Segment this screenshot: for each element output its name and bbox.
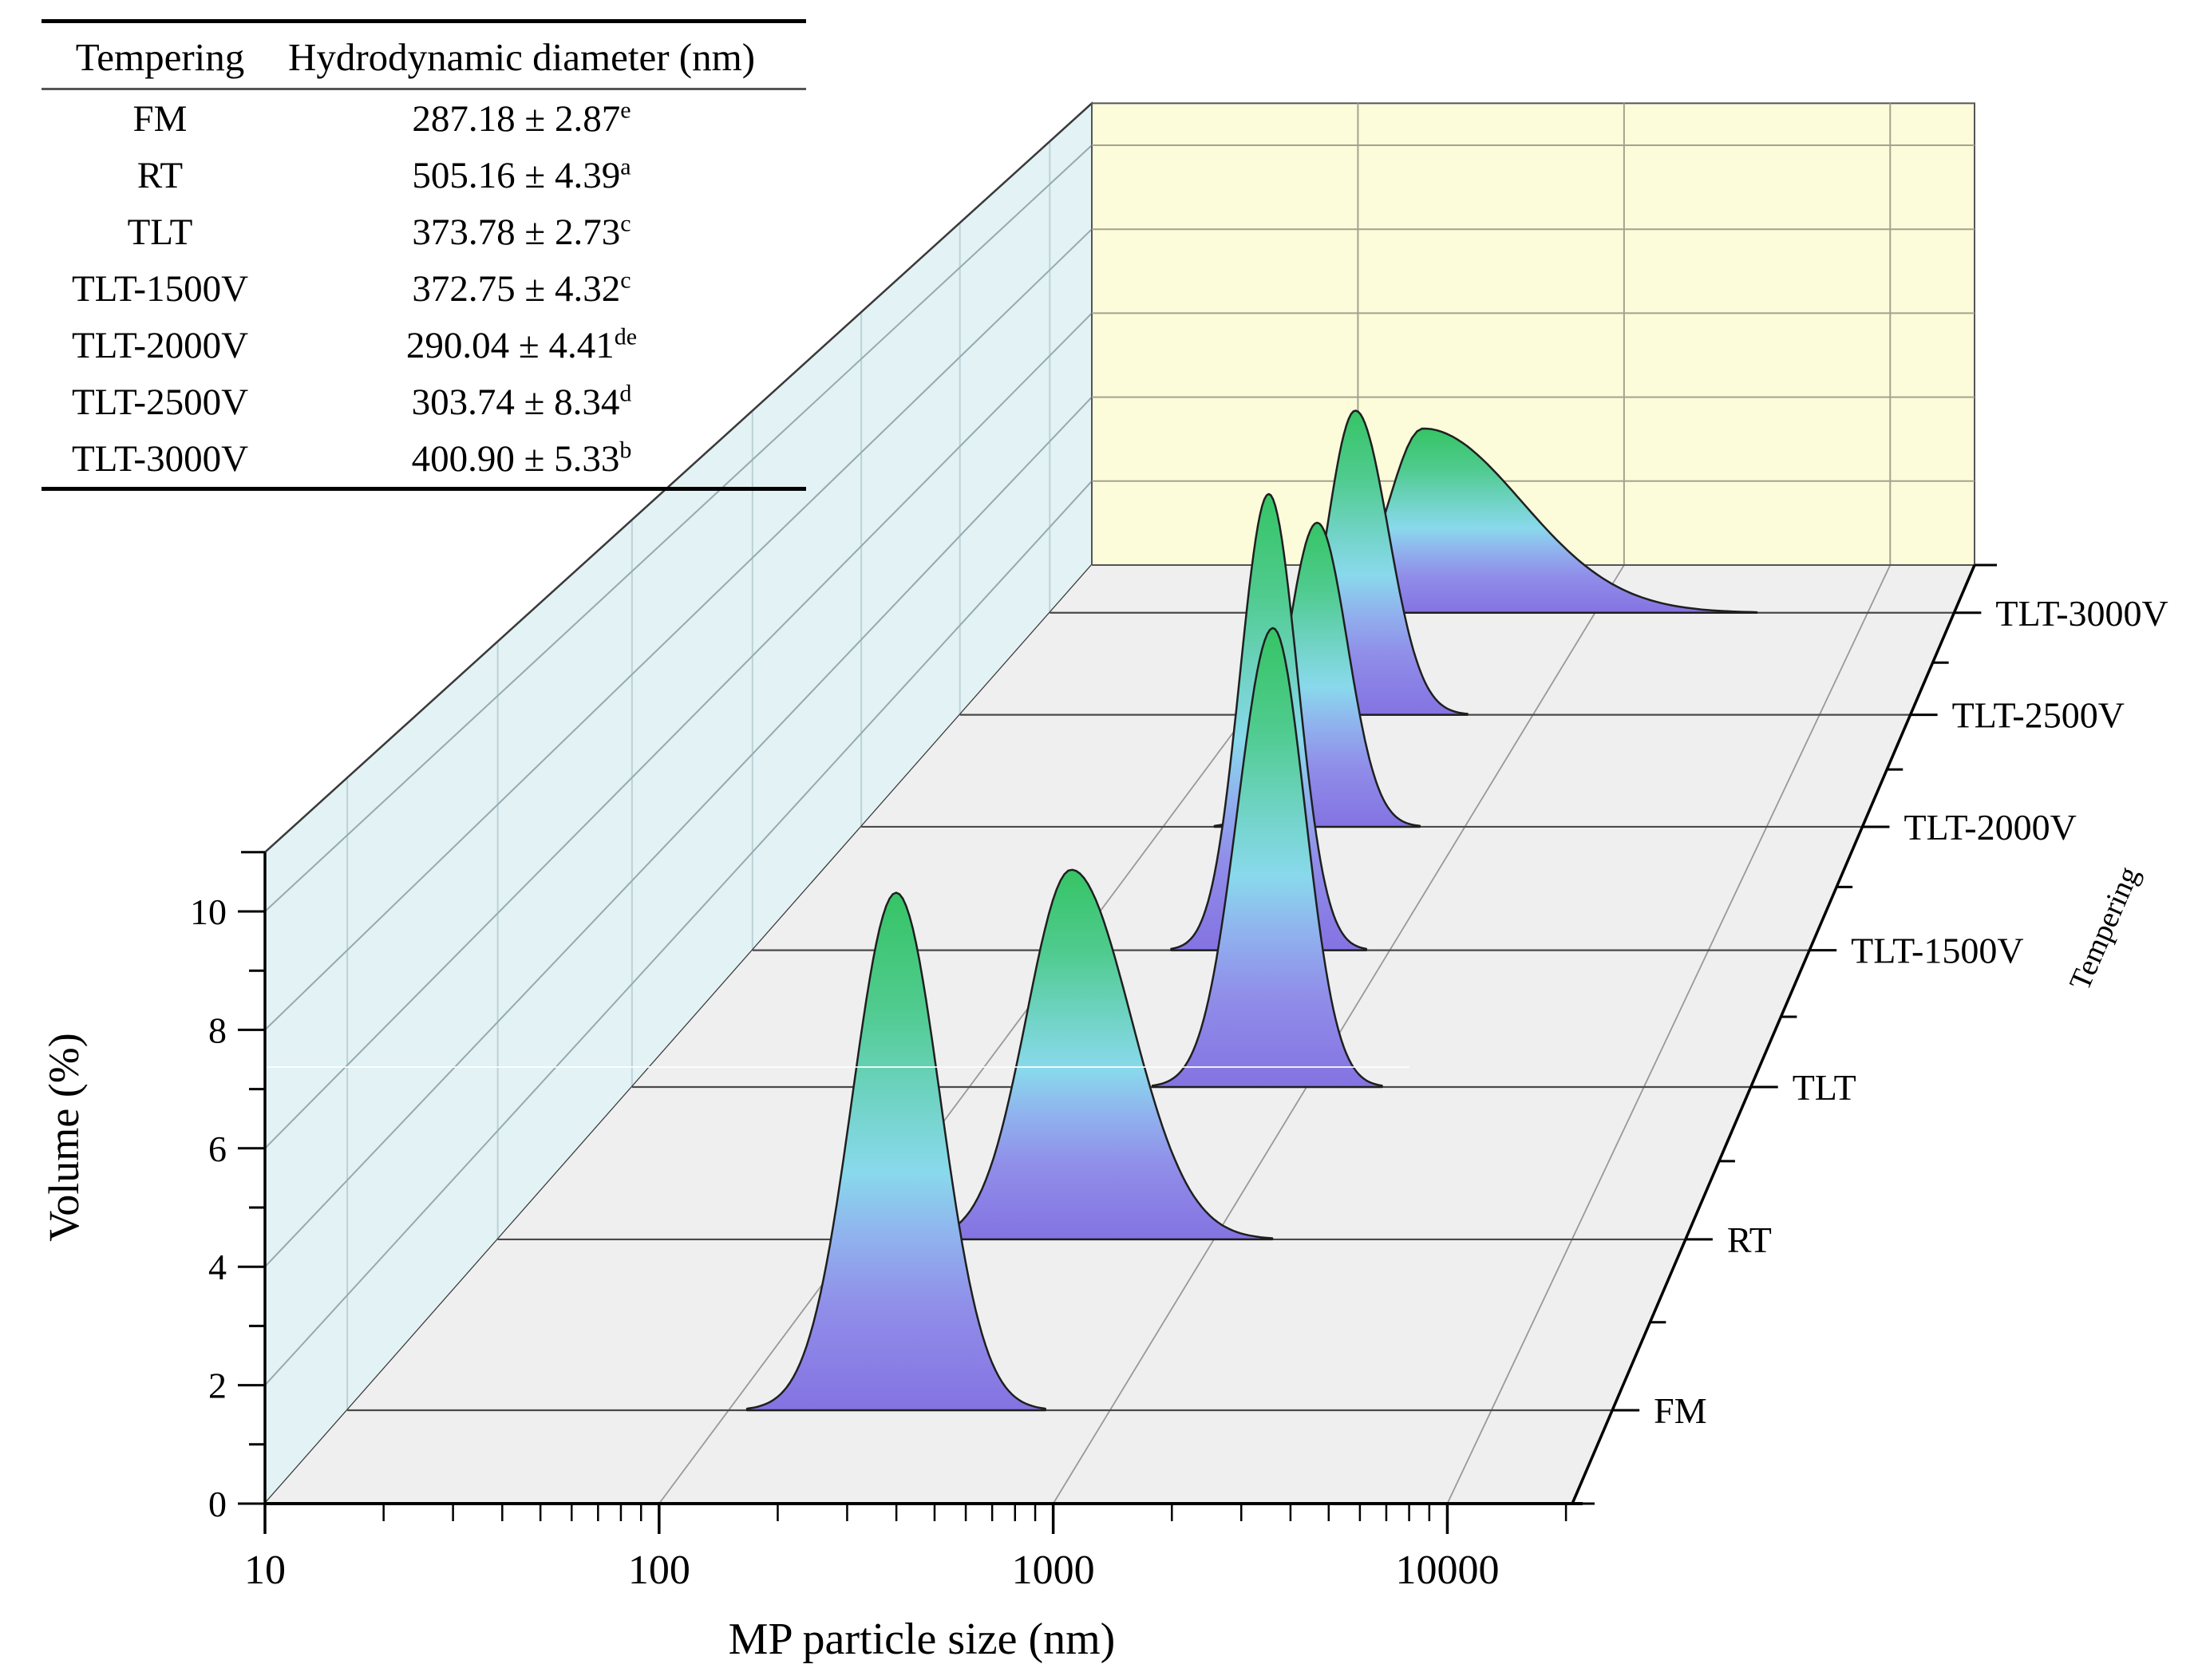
row-label: TLT-2000V: [71, 324, 249, 366]
y-tick-label: 0: [208, 1484, 227, 1524]
row-value: 287.18 ± 2.87: [412, 97, 621, 140]
y-tick-label: 8: [208, 1010, 227, 1050]
z-category-label: TLT-2500V: [1952, 695, 2125, 736]
x-tick-label: 10000: [1395, 1548, 1499, 1593]
row-value: 303.74 ± 8.34: [411, 381, 620, 423]
y-axis-title: Volume (%): [40, 1033, 88, 1241]
z-axis-title: Tempering: [2063, 862, 2146, 995]
x-tick-label: 1000: [1012, 1548, 1095, 1593]
row-significance-letter: de: [614, 322, 638, 350]
y-tick-label: 2: [208, 1366, 227, 1406]
x-axis-title: MP particle size (nm): [729, 1615, 1116, 1664]
table-header-row: Tempering Hydrodynamic diameter (nm): [42, 21, 806, 90]
x-tick-label: 10: [244, 1548, 286, 1593]
row-value: 373.78 ± 2.73: [412, 211, 621, 253]
row-significance-letter: e: [620, 96, 631, 123]
row-value: 372.75 ± 4.32: [412, 267, 621, 310]
back-wall: [1091, 102, 1975, 566]
row-significance-letter: b: [619, 436, 632, 463]
row-label: TLT-2500V: [71, 381, 249, 423]
y-tick-label: 4: [208, 1247, 227, 1287]
z-category-label: TLT-3000V: [1995, 593, 2168, 634]
table-row: RT 505.16 ± 4.39a: [42, 147, 806, 204]
z-category-label: RT: [1727, 1219, 1772, 1260]
row-label: RT: [136, 154, 184, 196]
table-row: TLT-2000V 290.04 ± 4.41de: [42, 317, 806, 374]
distribution-peak-TLT: [1151, 627, 1383, 1089]
table-row: TLT-1500V 372.75 ± 4.32c: [42, 260, 806, 317]
row-value: 505.16 ± 4.39: [412, 154, 621, 196]
table-row: TLT 373.78 ± 2.73c: [42, 204, 806, 260]
row-significance-letter: c: [620, 209, 631, 236]
table-row: TLT-3000V 400.90 ± 5.33b: [42, 430, 806, 489]
z-category-label: FM: [1654, 1390, 1706, 1431]
distribution-peak-FM: [745, 891, 1046, 1412]
y-tick-label: 6: [208, 1129, 227, 1169]
x-tick-label: 100: [628, 1548, 690, 1593]
y-tick-label: 10: [190, 891, 227, 932]
row-significance-letter: c: [620, 266, 631, 293]
table-row: FM 287.18 ± 2.87e: [42, 89, 806, 148]
row-label: TLT-1500V: [71, 267, 249, 310]
row-label: TLT: [127, 211, 193, 253]
hydrodynamic-diameter-table: Tempering Hydrodynamic diameter (nm) FM …: [42, 19, 806, 491]
table-header-diameter: Hydrodynamic diameter (nm): [278, 21, 806, 90]
row-value: 290.04 ± 4.41: [405, 324, 615, 366]
table-header-tempering: Tempering: [42, 21, 279, 90]
z-category-label: TLT-2000V: [1903, 807, 2076, 848]
row-value: 400.90 ± 5.33: [411, 437, 620, 480]
left-wall: [264, 101, 1093, 1506]
x-axis: 10 100 1000 10000 MP particle size (nm): [244, 1502, 1583, 1664]
distribution-peak-RT: [918, 868, 1274, 1241]
y-axis: 0 2 4 6 8 10 Volume (%): [40, 851, 267, 1524]
z-category-label: TLT-1500V: [1851, 931, 2023, 971]
row-significance-letter: a: [620, 152, 631, 180]
z-category-label: TLT: [1793, 1067, 1856, 1108]
table-row: TLT-2500V 303.74 ± 8.34d: [42, 374, 806, 430]
row-label: TLT-3000V: [71, 437, 249, 480]
row-label: FM: [132, 97, 188, 140]
row-significance-letter: d: [619, 379, 632, 406]
